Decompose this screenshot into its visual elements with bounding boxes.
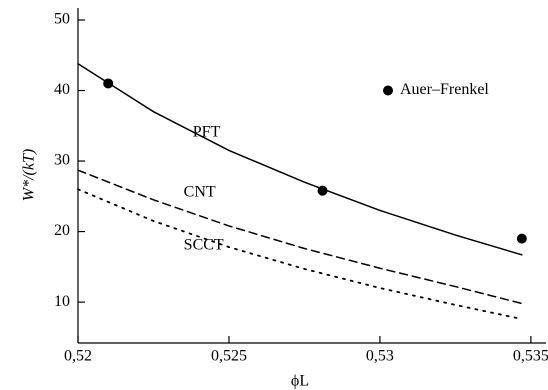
y-tick-label: 10 — [54, 293, 70, 310]
series-label: SCCT — [184, 236, 224, 253]
y-tick-label: 50 — [54, 11, 70, 28]
data-point — [103, 78, 114, 89]
x-axis-label: ϕL — [291, 373, 309, 390]
x-tick-label: 0,53 — [366, 348, 394, 365]
x-tick-label: 0,535 — [513, 348, 548, 365]
y-tick-label: 40 — [54, 81, 70, 98]
series-label: CNT — [184, 183, 216, 200]
data-point — [516, 233, 527, 244]
line-solid — [77, 62, 523, 256]
x-tick-label: 0,525 — [211, 348, 247, 365]
line-dashed — [77, 169, 523, 305]
data-point — [317, 185, 328, 196]
line-dotted — [77, 188, 523, 320]
legend-label: Auer–Frenkel — [400, 81, 489, 98]
y-tick-label: 20 — [54, 222, 70, 239]
legend-marker — [383, 85, 393, 96]
y-axis-label: W*/(kT) — [21, 149, 38, 201]
series-label: PFT — [193, 124, 221, 141]
x-tick-label: 0,52 — [64, 348, 92, 365]
y-tick-label: 30 — [54, 152, 70, 169]
